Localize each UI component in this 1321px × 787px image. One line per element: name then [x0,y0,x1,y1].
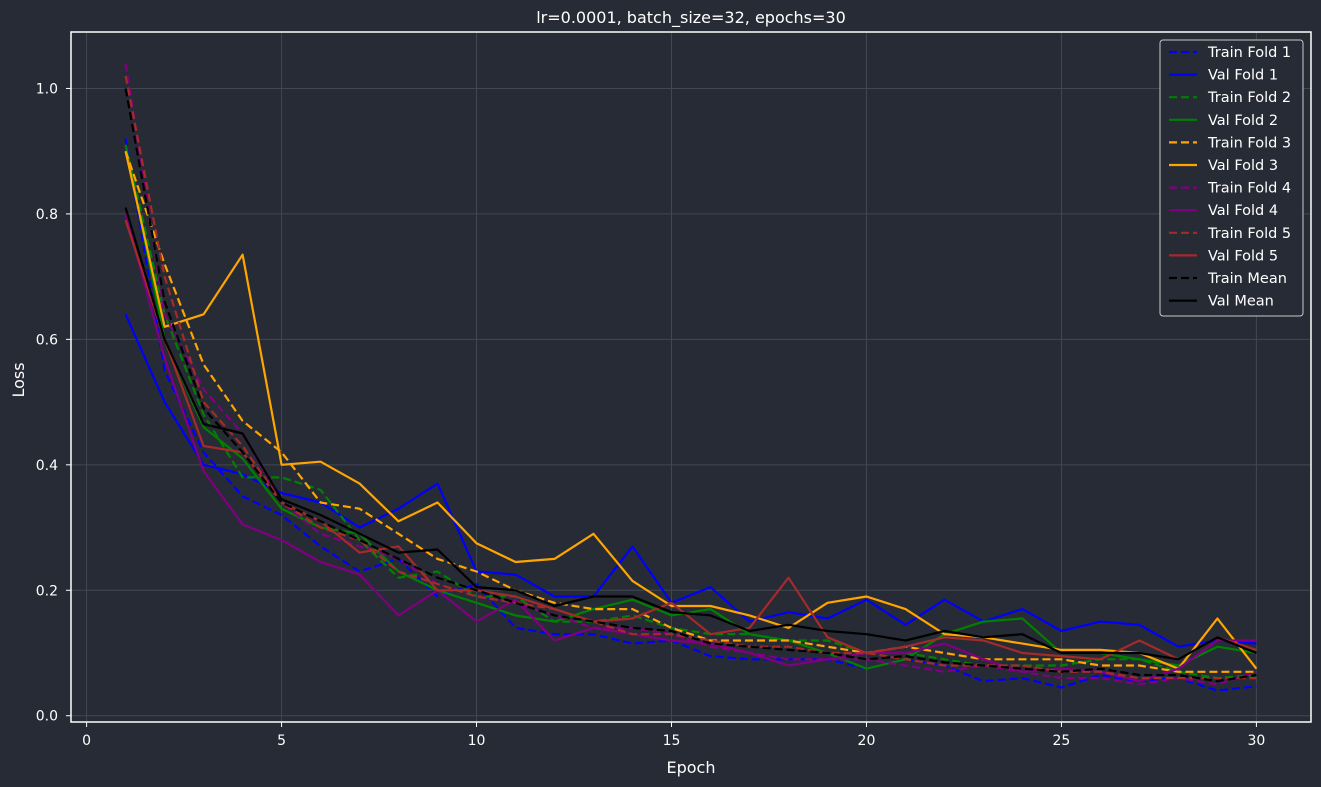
series-line-train-fold-5 [124,75,1257,680]
plot-frame [70,31,1312,723]
legend-label: Train Fold 2 [1207,90,1291,106]
legend-label: Train Fold 5 [1207,226,1291,242]
legend-label: Val Fold 1 [1208,68,1278,84]
legend-label: Val Fold 3 [1208,158,1278,174]
series-line-train-fold-4 [124,63,1257,686]
series-line-val-fold-4 [124,213,1257,683]
x-tick-label: 0 [82,733,91,749]
x-tick-label: 30 [1247,733,1265,749]
y-tick-label: 0.8 [36,207,58,223]
chart-title: lr=0.0001, batch_size=32, epochs=30 [536,8,846,28]
y-tick-label: 0.6 [36,332,58,348]
grid [71,32,1311,722]
y-tick-label: 1.0 [36,81,58,97]
legend-label: Val Mean [1208,294,1274,310]
y-ticks: 0.0 0.2 0.4 0.6 0.8 1.0 [36,81,71,725]
x-tick-label: 10 [468,733,486,749]
series-line-train-fold-1 [124,138,1257,692]
series-line-train-fold-3 [124,150,1257,673]
legend-box [1159,39,1304,317]
legend-label: Val Fold 4 [1208,203,1278,219]
legend: Train Fold 1 Val Fold 1 Train Fold 2 Val Fo… [1159,39,1304,317]
y-axis-label: Loss [9,362,28,397]
x-axis-label: Epoch [667,758,716,777]
y-tick-label: 0.0 [36,709,58,725]
x-tick-label: 5 [277,733,286,749]
x-ticks: 0 5 10 15 20 25 30 [82,722,1265,749]
series-lines [124,63,1258,692]
series-line-train-mean [124,88,1257,683]
x-tick-label: 25 [1053,733,1071,749]
legend-label: Train Mean [1207,271,1287,287]
x-tick-label: 15 [663,733,681,749]
series-line-val-mean [124,207,1257,661]
legend-label: Val Fold 2 [1208,113,1278,129]
series-line-val-fold-3 [124,150,1258,670]
series-line-val-fold-1 [124,313,1257,648]
x-tick-label: 20 [858,733,876,749]
series-line-val-fold-5 [124,219,1257,661]
y-tick-label: 0.2 [36,583,58,599]
legend-label: Train Fold 3 [1207,135,1291,151]
legend-label: Train Fold 1 [1207,45,1291,61]
legend-label: Train Fold 4 [1207,181,1291,197]
legend-label: Val Fold 5 [1208,248,1278,264]
y-tick-label: 0.4 [36,458,58,474]
